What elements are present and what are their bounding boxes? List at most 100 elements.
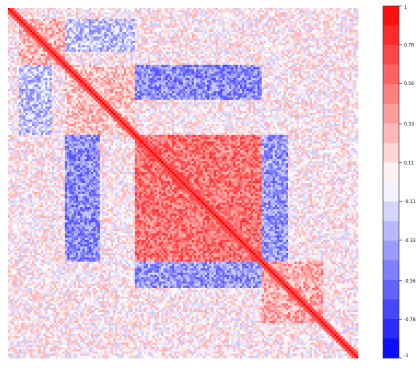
heatmap-cell (306, 21, 309, 24)
heatmap-cell (327, 26, 330, 29)
heatmap-cell (148, 71, 151, 74)
heatmap-cell (69, 69, 72, 72)
heatmap-cell (209, 45, 212, 48)
heatmap-cell (63, 39, 66, 42)
heatmap-cell (236, 50, 239, 53)
heatmap-cell (161, 8, 164, 11)
heatmap-cell (281, 39, 284, 42)
heatmap-cell (194, 63, 197, 66)
heatmap-cell (216, 54, 219, 57)
heatmap-cell (303, 28, 306, 31)
heatmap-cell (109, 10, 112, 13)
heatmap-cell (303, 56, 306, 59)
heatmap-cell (257, 61, 260, 64)
heatmap-cell (137, 56, 140, 59)
heatmap-cell (115, 65, 118, 68)
heatmap-cell (161, 30, 164, 33)
heatmap-cell (338, 65, 341, 68)
heatmap-cell (314, 39, 317, 42)
heatmap-cell (341, 26, 344, 29)
heatmap-cell (30, 69, 33, 72)
heatmap-cell (157, 30, 160, 33)
heatmap-cell (8, 58, 11, 61)
heatmap-cell (260, 67, 263, 70)
heatmap-cell (80, 32, 83, 35)
heatmap-cell (216, 69, 219, 72)
heatmap-cell (28, 19, 31, 22)
heatmap-cell (242, 67, 245, 70)
heatmap-cell (56, 36, 59, 39)
heatmap-cell (139, 56, 142, 59)
heatmap-cell (172, 71, 175, 74)
heatmap-cell (260, 12, 263, 15)
heatmap-cell (343, 12, 346, 15)
heatmap-cell (281, 45, 284, 48)
heatmap-cell (323, 61, 326, 64)
heatmap-cell (255, 43, 258, 46)
heatmap-cell (277, 50, 280, 53)
heatmap-cell (152, 17, 155, 20)
heatmap-cell (194, 50, 197, 53)
heatmap-cell (146, 32, 149, 35)
heatmap-cell (253, 56, 256, 59)
heatmap-cell (185, 71, 188, 74)
heatmap-cell (41, 8, 44, 11)
heatmap-cell (233, 56, 236, 59)
heatmap-cell (43, 8, 46, 11)
heatmap-cell (80, 52, 83, 55)
heatmap-cell (126, 39, 129, 42)
heatmap-cell (295, 61, 298, 64)
heatmap-cell (242, 30, 245, 33)
heatmap-cell (111, 43, 114, 46)
heatmap-cell (249, 61, 252, 64)
heatmap-cell (244, 12, 247, 15)
heatmap-cell (255, 69, 258, 72)
heatmap-cell (238, 8, 241, 11)
heatmap-cell (69, 28, 72, 31)
heatmap-cell (67, 26, 70, 29)
heatmap-cell (268, 67, 271, 70)
heatmap-cell (150, 12, 153, 15)
heatmap-cell (76, 8, 79, 11)
heatmap-cell (238, 12, 241, 15)
heatmap-cell (32, 36, 35, 39)
heatmap-cell (96, 52, 99, 55)
heatmap-cell (338, 50, 341, 53)
heatmap-cell (292, 69, 295, 72)
heatmap-cell (249, 32, 252, 35)
heatmap-cell (111, 36, 114, 39)
heatmap-cell (351, 61, 354, 64)
heatmap-cell (43, 69, 46, 72)
heatmap-cell (152, 43, 155, 46)
heatmap-cell (111, 32, 114, 35)
heatmap-cell (30, 8, 33, 11)
heatmap-cell (216, 30, 219, 33)
heatmap-cell (87, 26, 90, 29)
heatmap-cell (117, 34, 120, 37)
heatmap-cell (34, 26, 37, 29)
heatmap-cell (203, 47, 206, 50)
heatmap-cell (179, 30, 182, 33)
heatmap-cell (120, 56, 123, 59)
heatmap-cell (281, 30, 284, 33)
heatmap-cell (28, 74, 31, 77)
heatmap-cell (41, 54, 44, 57)
heatmap-cell (325, 43, 328, 46)
heatmap-cell (8, 45, 11, 48)
heatmap-cell (341, 19, 344, 22)
heatmap-cell (174, 10, 177, 13)
heatmap-cell (26, 15, 29, 18)
heatmap-cell (166, 36, 169, 39)
heatmap-cell (260, 15, 263, 18)
heatmap-cell (111, 8, 114, 11)
heatmap-cell (146, 74, 149, 77)
heatmap-cell (338, 56, 341, 59)
heatmap-cell (96, 41, 99, 44)
heatmap-cell (111, 12, 114, 15)
heatmap-cell (292, 47, 295, 50)
heatmap-cell (131, 15, 134, 18)
heatmap-cell (249, 21, 252, 24)
heatmap-cell (170, 21, 173, 24)
heatmap-cell (338, 67, 341, 70)
heatmap-cell (220, 21, 223, 24)
